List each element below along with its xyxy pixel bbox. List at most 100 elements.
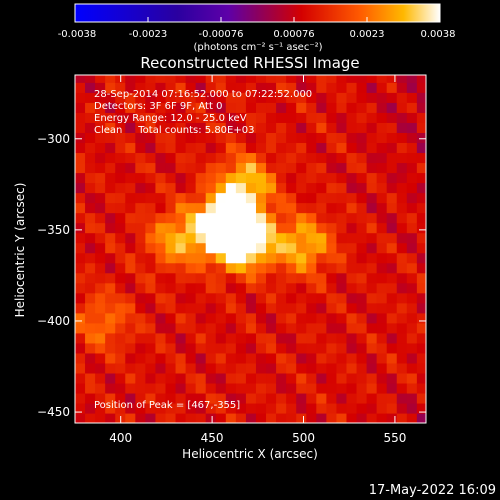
heatmap-cell (255, 382, 267, 394)
heatmap-cell (255, 262, 267, 274)
heatmap-cell (386, 102, 398, 113)
heatmap-cell (145, 332, 157, 344)
heatmap-cell (105, 332, 116, 344)
heatmap-cell (85, 282, 96, 294)
heatmap-cell (416, 75, 426, 83)
heatmap-cell (386, 82, 398, 93)
heatmap-cell (155, 142, 167, 154)
heatmap-cell (115, 182, 126, 194)
heatmap-cell (175, 402, 187, 414)
heatmap-cell (276, 252, 287, 264)
heatmap-cell (366, 162, 378, 174)
heatmap-cell (356, 282, 368, 294)
heatmap-cell (75, 222, 86, 234)
heatmap-cell (235, 142, 247, 154)
heatmap-cell (125, 142, 136, 154)
heatmap-cell (406, 202, 418, 214)
heatmap-cell (276, 282, 287, 294)
heatmap-cell (266, 202, 277, 214)
annotation-block: 28-Sep-2014 07:16:52.000 to 07:22:52.000… (94, 89, 312, 136)
heatmap-cell (235, 192, 247, 204)
heatmap-cell (326, 392, 338, 404)
heatmap-cell (145, 342, 157, 354)
heatmap-cell (376, 172, 388, 184)
heatmap-cell (416, 282, 426, 294)
heatmap-cell (135, 362, 146, 374)
heatmap-cell (205, 302, 217, 314)
heatmap-cell (366, 252, 378, 264)
heatmap-cell (205, 352, 217, 364)
heatmap-cell (406, 122, 418, 133)
heatmap-cell (346, 172, 358, 184)
heatmap-cell (386, 202, 398, 214)
heatmap-cell (235, 272, 247, 284)
heatmap-cell (235, 75, 247, 83)
heatmap-cell (95, 252, 106, 264)
heatmap-cell (125, 132, 136, 144)
heatmap-cell (175, 362, 187, 374)
heatmap-cell (195, 312, 207, 324)
heatmap-cell (346, 122, 358, 133)
heatmap-cell (286, 372, 297, 384)
heatmap-cell (326, 182, 338, 194)
heatmap-cell (75, 172, 86, 184)
heatmap-cell (296, 82, 307, 93)
heatmap-cell (326, 162, 338, 174)
heatmap-cell (85, 82, 96, 93)
heatmap-cell (296, 252, 307, 264)
heatmap-cell (235, 122, 247, 133)
heatmap-cell (85, 232, 96, 244)
heatmap-cell (255, 92, 267, 103)
heatmap-cell (125, 202, 136, 214)
heatmap-cell (255, 75, 267, 83)
heatmap-cell (215, 262, 227, 274)
heatmap-cell (195, 352, 207, 364)
heatmap-cell (255, 322, 267, 334)
heatmap-cell (155, 282, 167, 294)
heatmap-cell (175, 102, 187, 113)
heatmap-cell (215, 322, 227, 334)
heatmap-cell (95, 362, 106, 374)
heatmap-cell (306, 352, 317, 364)
heatmap-cell (376, 262, 388, 274)
heatmap-cell (235, 342, 247, 354)
heatmap-cell (195, 402, 207, 414)
heatmap-cell (266, 172, 277, 184)
heatmap-cell (276, 122, 287, 133)
heatmap-cell (75, 342, 86, 354)
heatmap-cell (396, 272, 408, 284)
heatmap-cell (346, 402, 358, 414)
heatmap-cell (376, 75, 388, 83)
heatmap-cell (135, 132, 146, 144)
heatmap-cell (165, 182, 177, 194)
heatmap-cell (266, 192, 277, 204)
heatmap-cell (266, 162, 277, 174)
heatmap-cell (85, 382, 96, 394)
heatmap-cell (306, 212, 317, 224)
heatmap-cell (416, 162, 426, 174)
heatmap-cell (165, 102, 177, 113)
heatmap-cell (276, 202, 287, 214)
heatmap-cell (85, 112, 96, 123)
heatmap-cell (185, 292, 197, 304)
heatmap-cell (75, 122, 86, 133)
heatmap-cell (396, 322, 408, 334)
heatmap-cell (155, 232, 167, 244)
heatmap-cell (155, 92, 167, 103)
heatmap-cell (165, 322, 177, 334)
heatmap-cell (125, 392, 136, 404)
heatmap-cell (85, 92, 96, 103)
heatmap-cell (255, 122, 267, 133)
heatmap-cell (115, 142, 126, 154)
heatmap-cell (185, 412, 197, 423)
heatmap-cell (85, 192, 96, 204)
heatmap-cell (175, 75, 187, 83)
heatmap-cell (105, 75, 116, 83)
heatmap-cell (225, 182, 237, 194)
heatmap-cell (175, 222, 187, 234)
heatmap-cell (85, 75, 96, 83)
heatmap-cell (245, 112, 257, 123)
heatmap-cell (326, 252, 338, 264)
heatmap-cell (366, 142, 378, 154)
heatmap-cell (135, 192, 146, 204)
